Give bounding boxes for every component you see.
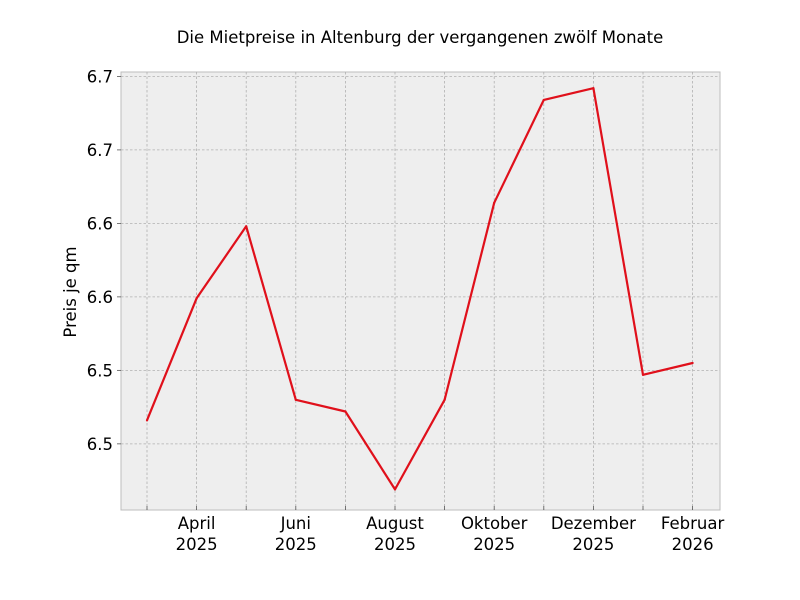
y-axis-label: Preis je qm xyxy=(61,246,80,337)
data-point xyxy=(393,488,397,491)
data-point xyxy=(294,398,297,401)
y-tick-label: 6.7 xyxy=(87,141,113,160)
x-tick-label: Dezember 2025 xyxy=(551,514,636,554)
y-tick-label: 6.7 xyxy=(87,67,113,86)
data-point xyxy=(691,361,694,365)
y-tick-label: 6.5 xyxy=(87,435,113,454)
data-point xyxy=(344,410,347,413)
data-point xyxy=(245,225,248,228)
series-layer xyxy=(145,87,694,491)
x-tick-label: August 2025 xyxy=(366,514,424,554)
plot-area xyxy=(120,71,721,511)
x-tick-label: Februar 2026 xyxy=(661,514,725,554)
axis-ticks: 6.5 6.5 6.6 6.6 6.7 6.7 April 2025 Juni 2025 Augus… xyxy=(87,67,725,554)
data-point xyxy=(443,398,446,401)
x-tick-label: Juni 2025 xyxy=(275,514,317,554)
series-line xyxy=(145,87,693,491)
data-point xyxy=(493,201,496,204)
y-tick-label: 6.5 xyxy=(87,361,113,380)
data-point xyxy=(195,297,198,300)
data-point xyxy=(592,87,595,90)
x-tick-label: Oktober 2025 xyxy=(461,514,528,554)
chart-title: Die Mietpreise in Altenburg der vergange… xyxy=(177,28,664,47)
data-point xyxy=(145,419,149,422)
y-tick-label: 6.6 xyxy=(87,214,113,233)
x-tick-label: April 2025 xyxy=(176,514,218,554)
data-point xyxy=(641,373,645,376)
y-tick-label: 6.6 xyxy=(87,288,113,307)
data-point xyxy=(542,98,545,102)
